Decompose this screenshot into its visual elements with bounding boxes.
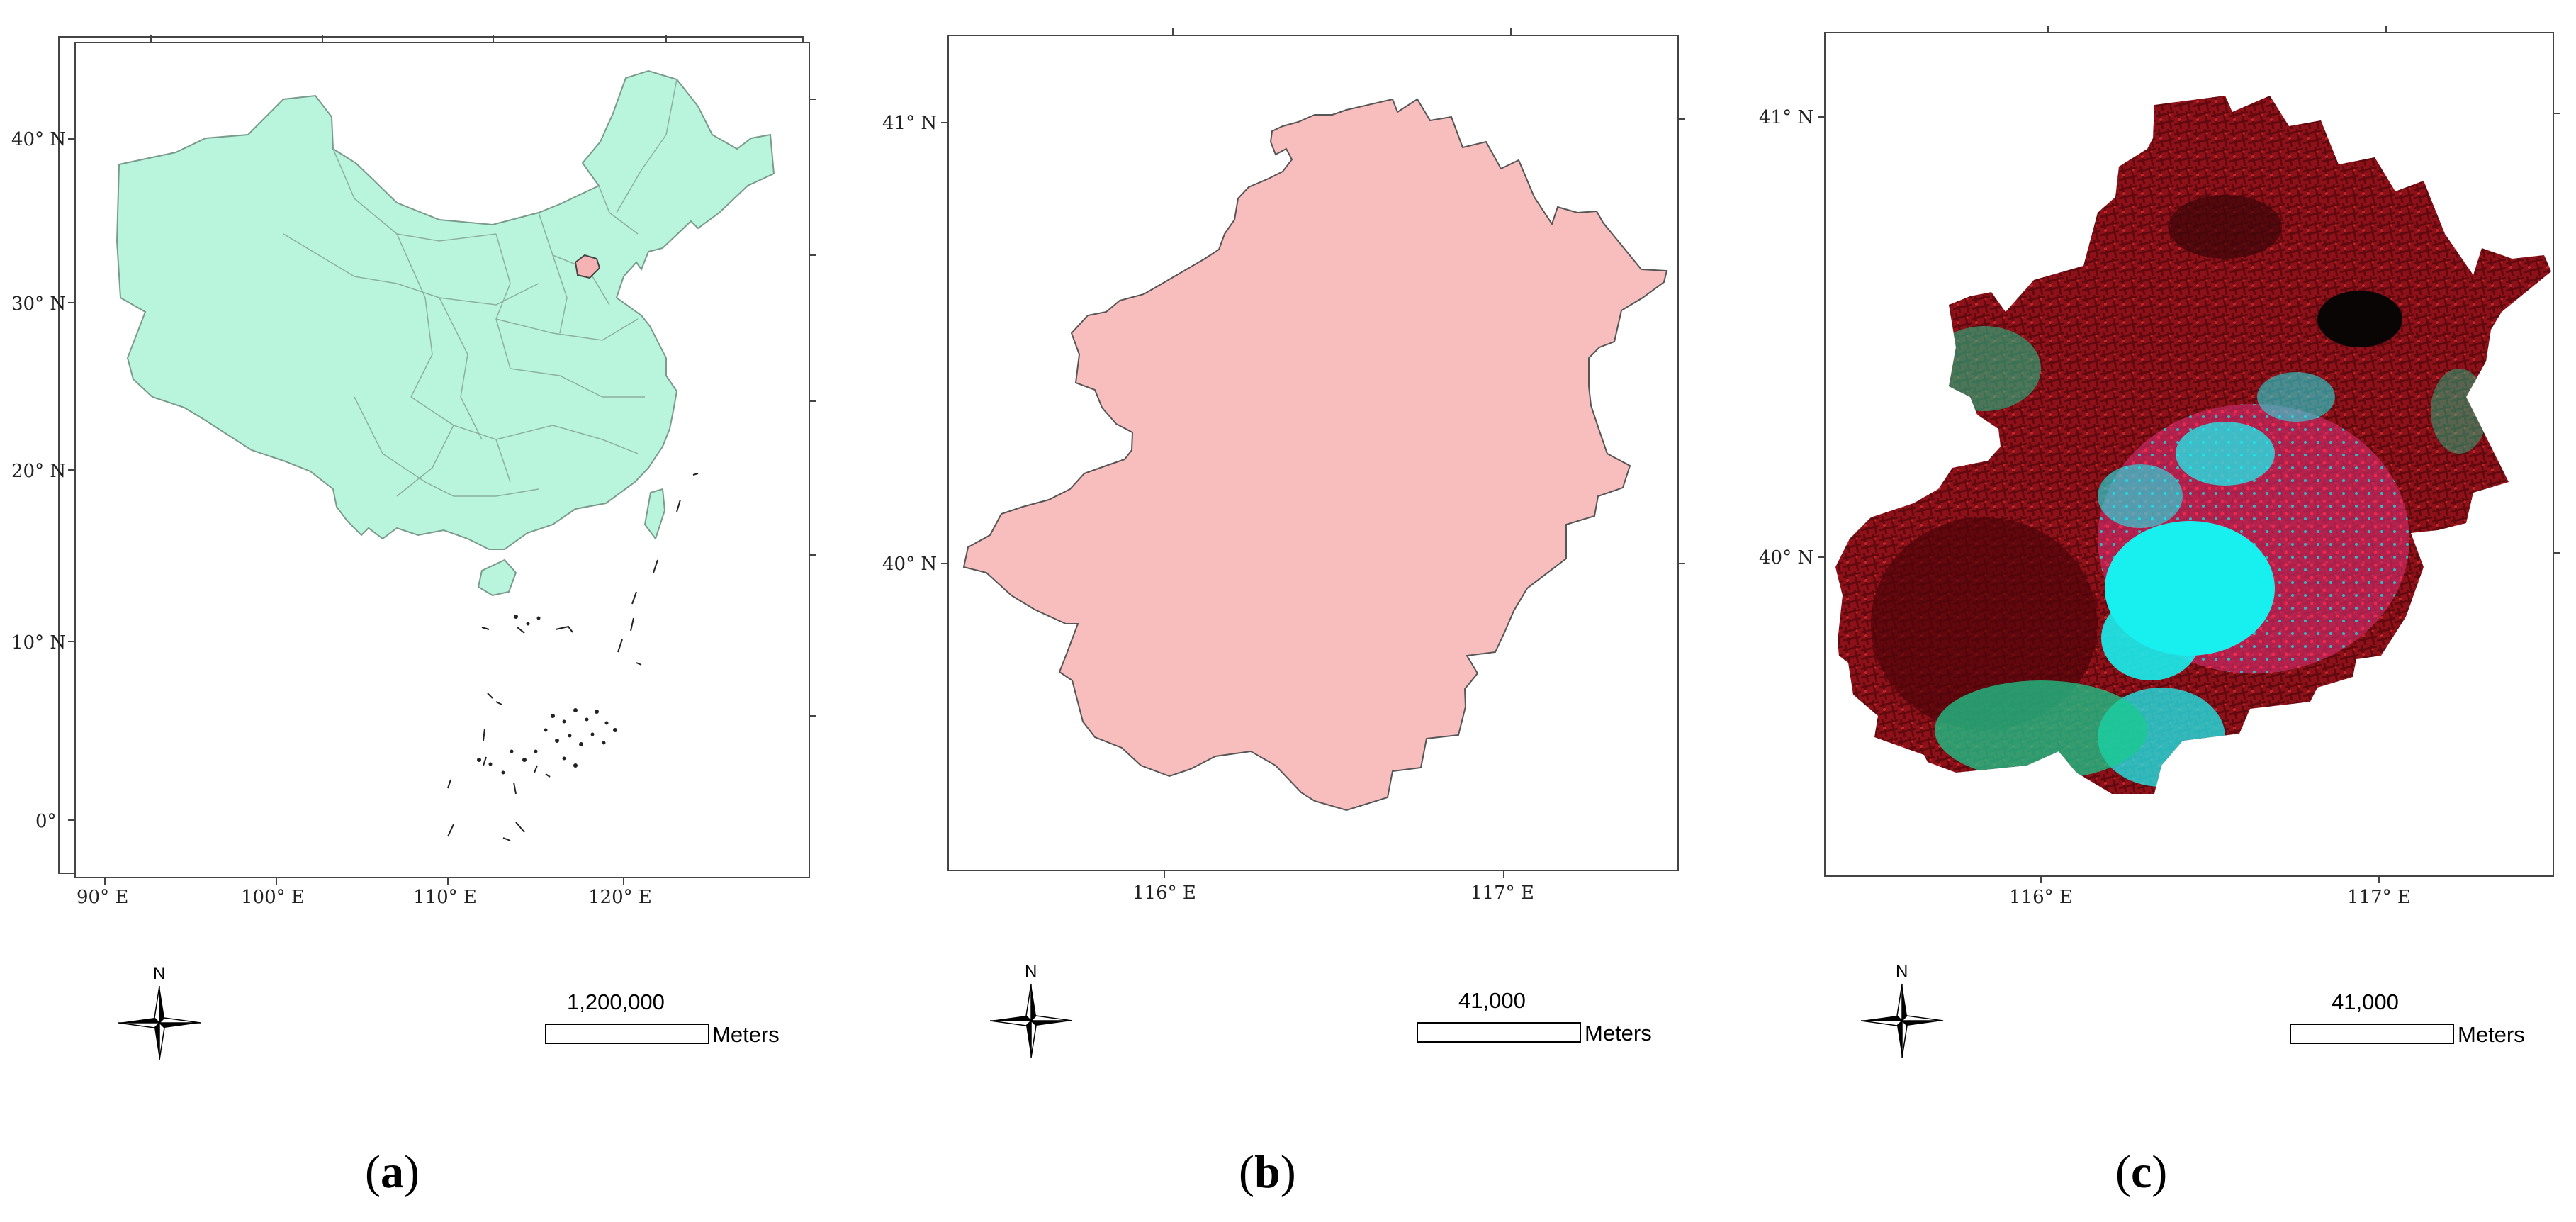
north-label: N bbox=[1025, 962, 1037, 981]
north-arrow-icon: N bbox=[118, 964, 201, 1060]
lat-label: 41° N bbox=[1759, 107, 1813, 128]
lat-label: 10° N bbox=[11, 632, 66, 654]
scale-unit: Meters bbox=[712, 1022, 780, 1047]
panel-label-c: (c) bbox=[2115, 1146, 2167, 1198]
lon-label: 117° E bbox=[2347, 887, 2411, 908]
scale-value: 1,200,000 bbox=[567, 990, 665, 1014]
graticule-ticks bbox=[68, 35, 816, 885]
north-arrow-icon: N bbox=[1860, 962, 1944, 1058]
lon-label: 100° E bbox=[241, 887, 305, 908]
lat-label: 40° N bbox=[1759, 547, 1813, 568]
taiwan-island bbox=[643, 488, 666, 541]
scale-bar: 41,000 Meters bbox=[1417, 988, 1652, 1046]
scale-unit: Meters bbox=[1585, 1021, 1652, 1046]
north-label: N bbox=[1896, 962, 1908, 981]
lat-label: 41° N bbox=[882, 113, 937, 134]
lat-label: 40° N bbox=[882, 554, 937, 575]
beijing-boundary bbox=[962, 98, 1668, 812]
island-dots bbox=[477, 615, 617, 775]
lat-label: 40° N bbox=[11, 129, 66, 150]
scale-unit: Meters bbox=[2458, 1022, 2525, 1047]
lon-label: 110° E bbox=[413, 887, 477, 908]
north-arrow-icon: N bbox=[989, 962, 1073, 1058]
panel-label-a: (a) bbox=[365, 1146, 420, 1198]
south-china-sea-islands bbox=[447, 473, 699, 841]
north-label: N bbox=[153, 964, 165, 983]
graticule-ticks bbox=[1818, 26, 2560, 883]
lon-label: 120° E bbox=[588, 887, 652, 908]
lat-label: 0° bbox=[35, 811, 57, 832]
scale-bar: 41,000 Meters bbox=[2290, 990, 2525, 1047]
province-borders bbox=[283, 79, 677, 497]
panel-a-china-map: 40° N 30° N 20° N 10° N 0° 90° E 100° E … bbox=[11, 35, 816, 1198]
scale-value: 41,000 bbox=[1458, 988, 1526, 1013]
panel-c-satellite-image: 41° N 40° N 116° E 117° E N 41,000 Meter… bbox=[1759, 26, 2560, 1198]
panel-label-b: (b) bbox=[1239, 1146, 1296, 1198]
lon-label: 116° E bbox=[1132, 882, 1196, 904]
lat-label: 30° N bbox=[11, 293, 66, 315]
panel-b-beijing-boundary: 41° N 40° N 116° E 117° E N 41,000 Meter… bbox=[882, 28, 1685, 1198]
lon-label: 90° E bbox=[77, 887, 128, 908]
scale-bar: 1,200,000 Meters bbox=[545, 990, 780, 1047]
scale-value: 41,000 bbox=[2332, 990, 2399, 1014]
beijing-highlight bbox=[574, 254, 601, 279]
graticule-ticks bbox=[941, 28, 1685, 878]
lat-label: 20° N bbox=[11, 461, 66, 482]
hainan-island bbox=[477, 559, 517, 597]
lon-label: 116° E bbox=[2009, 887, 2073, 908]
lon-label: 117° E bbox=[1470, 882, 1534, 904]
